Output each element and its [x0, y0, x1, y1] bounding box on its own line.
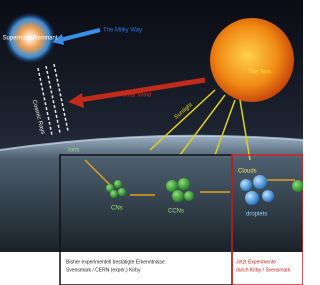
caption: Bisher experimentell bestätigte Erkenntn… [66, 259, 166, 265]
label: Ions [68, 148, 79, 154]
sun-image [210, 18, 294, 102]
label: CCNs [168, 209, 184, 215]
label: CNs [111, 206, 123, 212]
caption: Jetzt Experimente [236, 259, 276, 265]
label: Supernova Remnant [2, 36, 57, 42]
label: droplets [246, 212, 267, 218]
label: The Milky Way [103, 28, 142, 34]
label: Solar Wind [122, 93, 151, 99]
caption: Svensmark / CERN (exper.) Kirby [66, 267, 141, 273]
caption: durch Kirby / Svensmark [236, 267, 291, 273]
label: Clouds [238, 169, 257, 175]
diagram: Supernova Remnant The Milky Way The Sun … [0, 0, 303, 285]
label: The Sun [248, 70, 271, 76]
